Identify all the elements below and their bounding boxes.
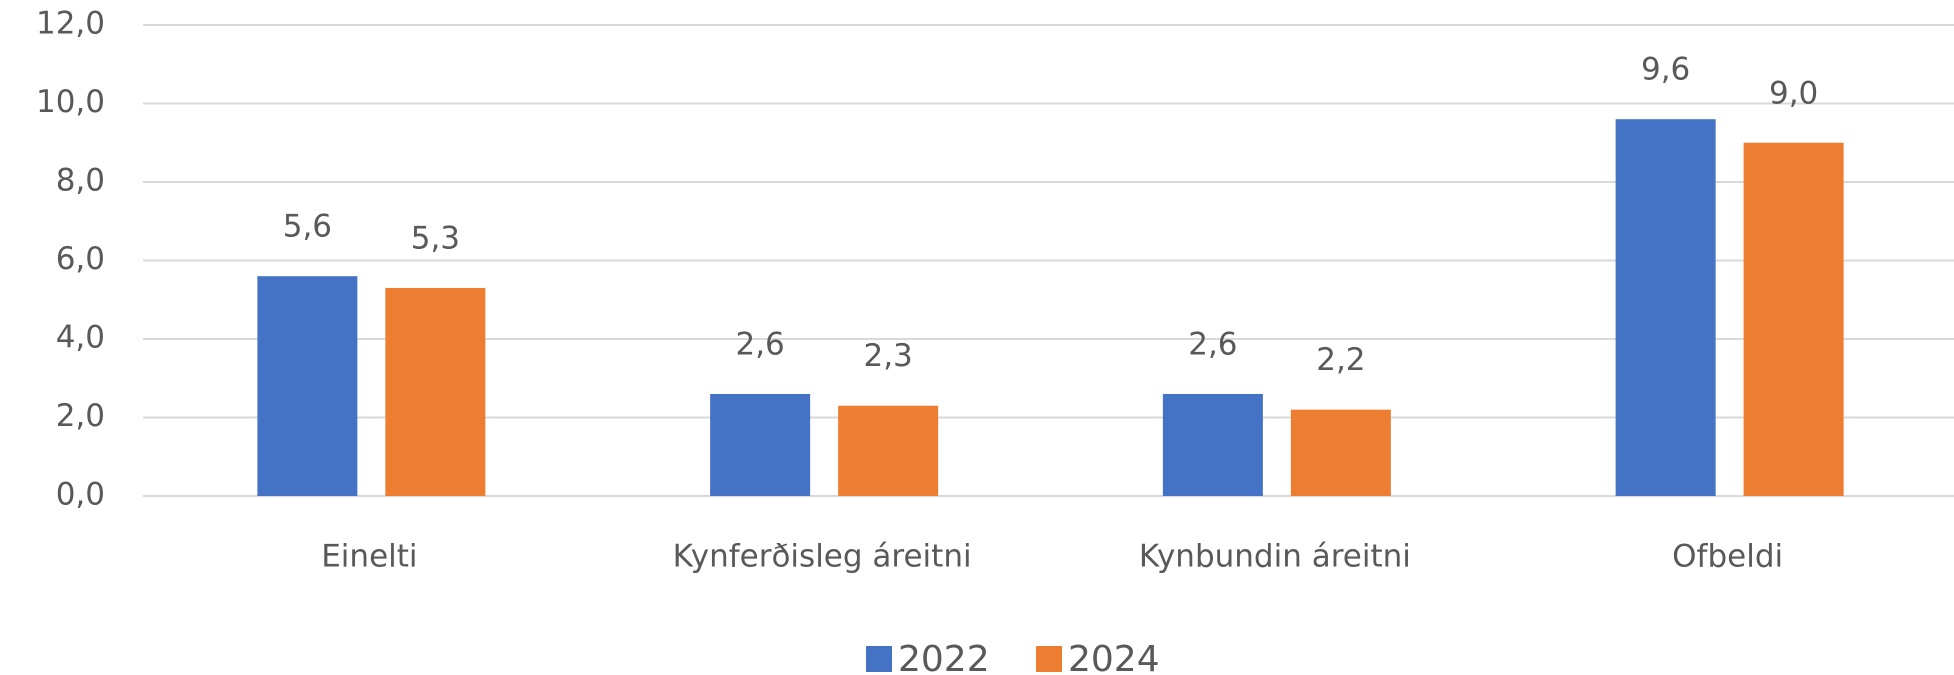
y-tick-label: 2,0 xyxy=(56,398,105,434)
x-tick-label: Ofbeldi xyxy=(1672,539,1783,575)
y-tick-label: 4,0 xyxy=(56,320,105,356)
legend-swatch xyxy=(1036,646,1062,672)
data-label: 2,2 xyxy=(1316,342,1365,378)
bar xyxy=(710,393,811,496)
data-label: 2,6 xyxy=(735,326,784,362)
bar xyxy=(1743,142,1844,496)
y-tick-label: 10,0 xyxy=(36,84,105,120)
bar xyxy=(385,287,486,496)
data-label: 5,6 xyxy=(283,209,332,245)
y-tick-label: 0,0 xyxy=(56,477,105,513)
x-tick-label: Kynferðisleg áreitni xyxy=(673,539,972,575)
bar xyxy=(1290,409,1391,496)
data-label: 5,3 xyxy=(411,220,460,256)
y-tick-label: 8,0 xyxy=(56,163,105,199)
legend-label: 2024 xyxy=(1068,639,1160,675)
bar xyxy=(1162,393,1263,496)
y-tick-label: 12,0 xyxy=(36,6,105,42)
bar xyxy=(257,276,358,496)
x-tick-label: Einelti xyxy=(321,539,417,575)
bar xyxy=(838,405,939,496)
x-tick-label: Kynbundin áreitni xyxy=(1139,539,1411,575)
data-label: 9,0 xyxy=(1769,75,1818,111)
y-tick-label: 6,0 xyxy=(56,241,105,277)
bar xyxy=(1615,119,1716,496)
legend-label: 2022 xyxy=(898,639,990,675)
data-label: 9,6 xyxy=(1641,52,1690,88)
data-label: 2,6 xyxy=(1188,326,1237,362)
legend-swatch xyxy=(866,646,892,672)
data-label: 2,3 xyxy=(863,338,912,374)
